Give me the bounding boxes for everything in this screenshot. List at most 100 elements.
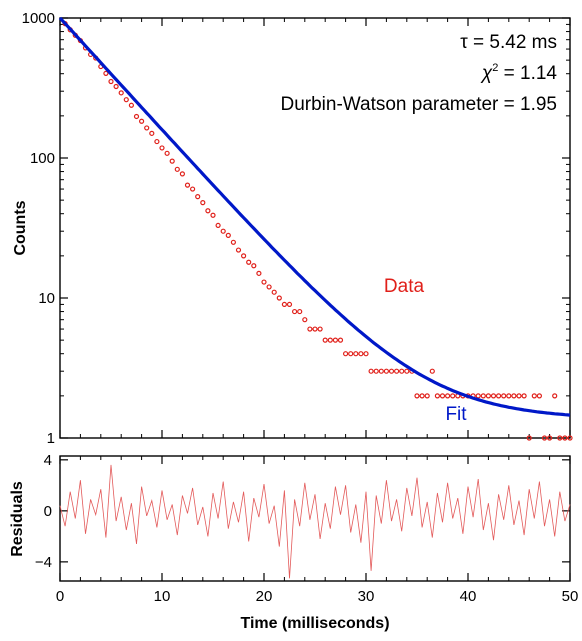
- data-point: [327, 337, 333, 343]
- data-point: [506, 393, 512, 399]
- resid-y-tick-label: 4: [44, 452, 52, 469]
- data-points: [62, 21, 573, 441]
- data-point: [195, 194, 201, 200]
- data-point: [184, 182, 191, 188]
- data-point: [501, 393, 507, 399]
- annotation-durbin-watson: Durbin-Watson parameter = 1.95: [280, 94, 557, 115]
- data-point: [358, 351, 364, 357]
- data-point: [429, 368, 435, 374]
- data-point: [562, 435, 568, 441]
- data-point: [546, 435, 553, 441]
- data-point: [179, 171, 185, 177]
- annotation-chi-squared: χ2 = 1.14: [480, 62, 558, 84]
- data-point: [317, 326, 323, 332]
- data-point: [399, 368, 405, 374]
- data-point: [164, 150, 170, 156]
- data-point: [516, 393, 522, 399]
- x-tick-label: 40: [460, 588, 477, 605]
- data-point: [434, 393, 440, 399]
- data-point: [220, 228, 226, 234]
- y-tick-label: 100: [30, 150, 55, 167]
- decay-plot-frame: [59, 17, 571, 439]
- resid-y-tick-label: 0: [44, 503, 52, 520]
- fit-curve: [58, 16, 571, 417]
- data-point: [215, 222, 221, 229]
- y-tick-label: 1000: [22, 10, 55, 27]
- data-point: [490, 393, 497, 399]
- data-point: [475, 393, 481, 399]
- data-point: [230, 239, 236, 245]
- series-label-data: Data: [384, 276, 425, 297]
- data-point: [241, 253, 247, 259]
- data-point: [210, 212, 216, 218]
- data-point: [480, 393, 486, 399]
- data-point: [154, 138, 160, 145]
- data-point: [292, 308, 298, 315]
- x-tick-label: 10: [154, 588, 171, 605]
- x-tick-label: 20: [256, 588, 273, 605]
- data-point: [567, 435, 573, 441]
- data-point: [557, 435, 563, 441]
- data-point: [118, 90, 124, 96]
- data-point: [174, 166, 180, 172]
- data-point: [368, 368, 374, 374]
- data-point: [271, 289, 277, 295]
- data-point: [133, 113, 140, 120]
- resid-y-tick-label: −4: [35, 554, 52, 571]
- data-point: [521, 393, 527, 399]
- data-point: [113, 83, 119, 90]
- data-point: [190, 186, 196, 192]
- data-point: [439, 393, 446, 399]
- data-point: [394, 368, 400, 374]
- data-point: [108, 78, 114, 85]
- residuals-plot-panel: 40−40 10 20 30 40 50 Residuals Time (millisec…: [9, 452, 578, 632]
- data-point: [332, 337, 338, 343]
- data-point: [531, 393, 537, 399]
- series-label-fit: Fit: [445, 404, 467, 425]
- data-point: [353, 351, 359, 357]
- x-tick-label: 30: [358, 588, 375, 605]
- data-point: [511, 393, 517, 399]
- data-point: [144, 125, 150, 131]
- data-point: [246, 259, 252, 265]
- data-point: [526, 435, 532, 441]
- data-point: [205, 208, 211, 214]
- data-point: [414, 393, 420, 399]
- residuals-plot-frame: [59, 455, 571, 582]
- data-point: [128, 102, 134, 108]
- data-point: [225, 232, 231, 238]
- data-point: [383, 368, 389, 374]
- data-point: [450, 393, 456, 399]
- data-point: [536, 393, 543, 399]
- y-axis-label-residuals: Residuals: [9, 481, 26, 557]
- y-axis-label-counts: Counts: [12, 200, 29, 255]
- decay-plot-ticks: 1 10 100 1000: [22, 10, 571, 447]
- data-point: [496, 393, 502, 399]
- data-point: [169, 158, 175, 164]
- x-axis-label-time: Time (milliseconds): [240, 615, 389, 632]
- data-point: [552, 393, 558, 399]
- data-point: [200, 200, 206, 206]
- residuals-plot-ticks: 40−40 10 20 30 40 50: [35, 452, 578, 605]
- y-tick-label: 1: [47, 430, 55, 447]
- data-point: [139, 118, 145, 124]
- data-point: [424, 393, 430, 399]
- data-point: [445, 393, 451, 399]
- data-point: [388, 368, 395, 374]
- data-point: [307, 326, 313, 332]
- data-point: [235, 247, 242, 253]
- data-point: [419, 393, 425, 399]
- x-tick-label: 50: [562, 588, 579, 605]
- annotation-tau: τ = 5.42 ms: [460, 32, 557, 53]
- data-point: [256, 270, 262, 276]
- data-point: [337, 337, 344, 343]
- data-point: [404, 368, 410, 374]
- data-point: [261, 279, 267, 285]
- data-point: [276, 295, 282, 301]
- x-tick-label: 0: [56, 588, 64, 605]
- data-point: [159, 145, 165, 151]
- data-point: [541, 435, 548, 441]
- data-point: [286, 301, 293, 308]
